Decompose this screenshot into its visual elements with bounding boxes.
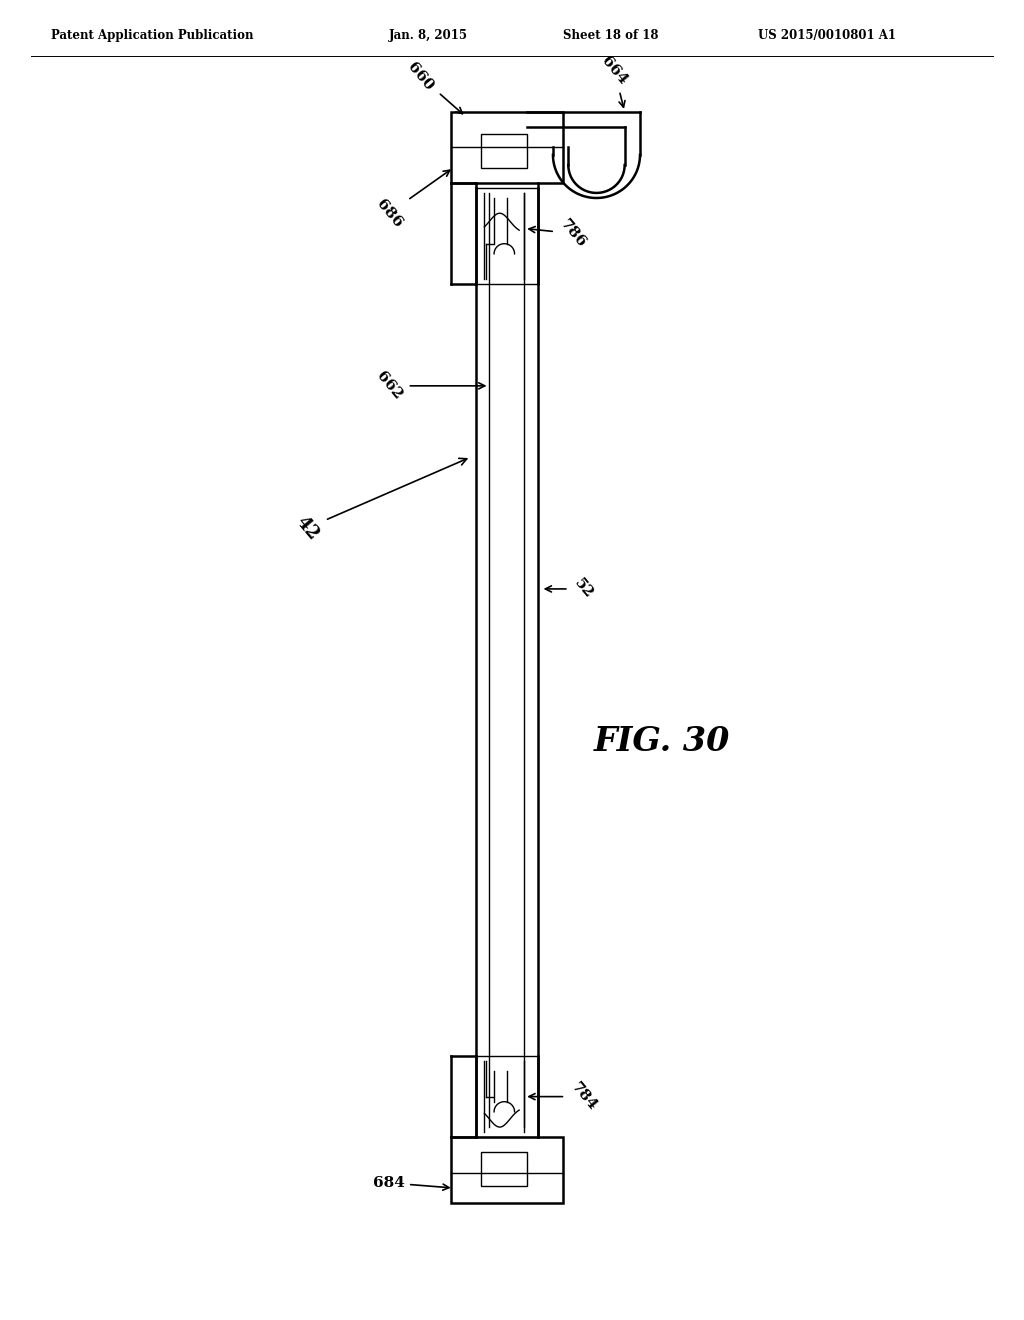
Text: 662: 662 <box>374 370 484 403</box>
Text: Sheet 18 of 18: Sheet 18 of 18 <box>563 29 658 42</box>
Text: 786: 786 <box>529 216 589 251</box>
Text: Jan. 8, 2015: Jan. 8, 2015 <box>389 29 468 42</box>
Text: 660: 660 <box>404 59 463 114</box>
Text: 664: 664 <box>599 54 630 107</box>
Bar <box>451 1138 563 1204</box>
Bar <box>481 1152 527 1185</box>
Text: 42: 42 <box>292 458 467 544</box>
Text: 784: 784 <box>529 1080 599 1113</box>
Text: Patent Application Publication: Patent Application Publication <box>51 29 254 42</box>
Text: 684: 684 <box>373 1176 449 1191</box>
Bar <box>451 112 563 182</box>
Bar <box>481 135 527 168</box>
Text: US 2015/0010801 A1: US 2015/0010801 A1 <box>758 29 896 42</box>
Text: 686: 686 <box>374 170 450 230</box>
Text: 52: 52 <box>546 577 596 602</box>
Text: FIG. 30: FIG. 30 <box>594 725 730 758</box>
